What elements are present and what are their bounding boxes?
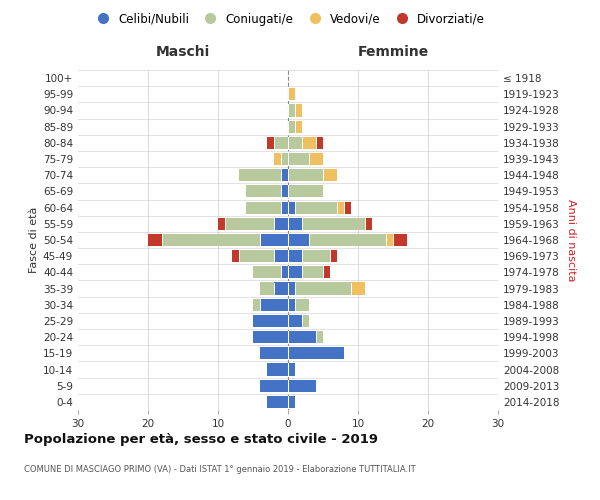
Bar — [162, 234, 260, 246]
Bar — [288, 104, 295, 117]
Bar — [337, 202, 344, 213]
Bar — [274, 137, 288, 149]
Bar — [288, 396, 295, 408]
Bar — [323, 169, 337, 181]
Bar — [260, 282, 274, 294]
Bar — [288, 364, 295, 376]
Bar — [260, 234, 288, 246]
Y-axis label: Fasce di età: Fasce di età — [29, 207, 39, 273]
Bar — [246, 186, 281, 198]
Bar — [253, 331, 288, 343]
Bar — [148, 234, 162, 246]
Bar — [288, 218, 302, 230]
Bar — [288, 282, 295, 294]
Bar — [344, 202, 351, 213]
Bar — [281, 202, 288, 213]
Bar — [260, 380, 288, 392]
Bar — [288, 186, 323, 198]
Bar — [295, 202, 337, 213]
Bar — [281, 169, 288, 181]
Bar — [309, 153, 323, 165]
Bar — [281, 186, 288, 198]
Bar — [309, 234, 386, 246]
Bar — [281, 153, 288, 165]
Text: Maschi: Maschi — [156, 44, 210, 59]
Bar — [302, 250, 330, 262]
Bar — [253, 298, 260, 311]
Bar — [295, 298, 309, 311]
Bar — [274, 153, 281, 165]
Bar — [330, 250, 337, 262]
Bar — [260, 298, 288, 311]
Bar — [288, 137, 302, 149]
Bar — [281, 266, 288, 278]
Bar — [267, 137, 274, 149]
Text: COMUNE DI MASCIAGO PRIMO (VA) - Dati ISTAT 1° gennaio 2019 - Elaborazione TUTTIT: COMUNE DI MASCIAGO PRIMO (VA) - Dati IST… — [24, 466, 416, 474]
Bar — [232, 250, 239, 262]
Bar — [295, 104, 302, 117]
Bar — [288, 315, 302, 327]
Bar — [267, 396, 288, 408]
Bar — [274, 218, 288, 230]
Bar — [295, 282, 351, 294]
Bar — [288, 250, 302, 262]
Bar — [316, 331, 323, 343]
Bar — [386, 234, 393, 246]
Bar — [260, 348, 288, 360]
Bar — [253, 315, 288, 327]
Bar — [288, 234, 309, 246]
Bar — [239, 250, 274, 262]
Bar — [295, 120, 302, 132]
Bar — [253, 266, 281, 278]
Legend: Celibi/Nubili, Coniugati/e, Vedovi/e, Divorziati/e: Celibi/Nubili, Coniugati/e, Vedovi/e, Di… — [86, 8, 490, 30]
Bar — [274, 282, 288, 294]
Bar — [288, 120, 295, 132]
Y-axis label: Anni di nascita: Anni di nascita — [566, 198, 576, 281]
Bar — [302, 137, 316, 149]
Bar — [365, 218, 372, 230]
Bar — [246, 202, 281, 213]
Bar — [288, 380, 316, 392]
Bar — [302, 218, 365, 230]
Text: Popolazione per età, sesso e stato civile - 2019: Popolazione per età, sesso e stato civil… — [24, 432, 378, 446]
Bar — [288, 88, 295, 101]
Bar — [316, 137, 323, 149]
Bar — [288, 169, 323, 181]
Bar — [288, 348, 344, 360]
Bar — [225, 218, 274, 230]
Bar — [274, 250, 288, 262]
Text: Femmine: Femmine — [358, 44, 428, 59]
Bar — [267, 364, 288, 376]
Bar — [351, 282, 365, 294]
Bar — [288, 153, 309, 165]
Bar — [239, 169, 281, 181]
Bar — [288, 298, 295, 311]
Bar — [302, 266, 323, 278]
Bar — [218, 218, 225, 230]
Bar — [302, 315, 309, 327]
Bar — [288, 331, 316, 343]
Bar — [393, 234, 407, 246]
Bar — [288, 266, 302, 278]
Bar — [288, 202, 295, 213]
Bar — [323, 266, 330, 278]
